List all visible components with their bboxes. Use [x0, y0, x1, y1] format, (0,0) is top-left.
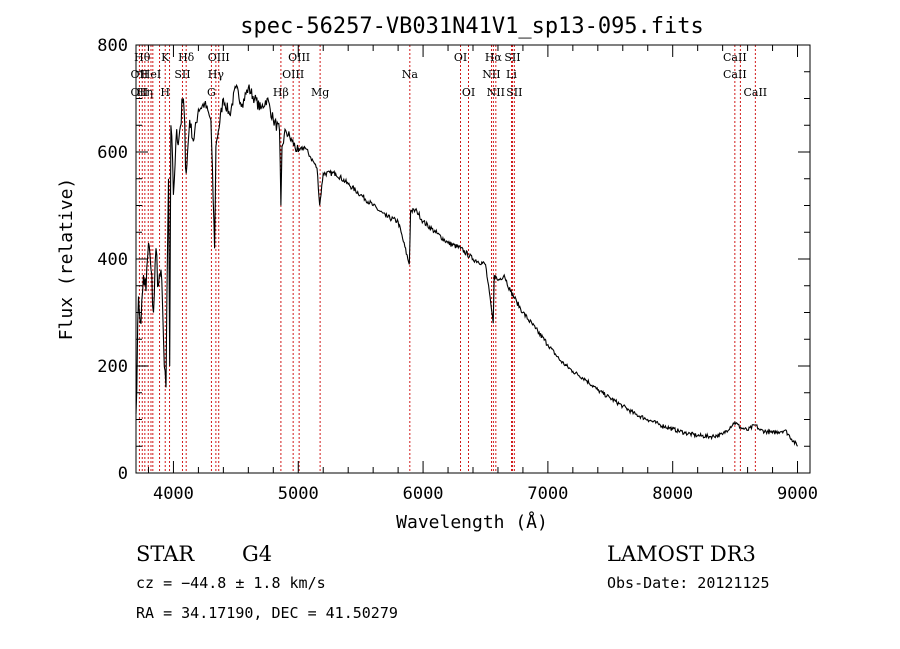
coordinates-text: RA = 34.17190, DEC = 41.50279: [136, 604, 398, 622]
line-label: OI: [462, 86, 475, 99]
line-label: Hα: [485, 51, 503, 64]
line-label: Hθ: [134, 51, 151, 64]
chart-title: spec-56257-VB031N41V1_sp13-095.fits: [240, 14, 704, 39]
line-label: K: [161, 51, 170, 64]
y-tick-label: 600: [97, 143, 128, 163]
line-label: NII: [482, 68, 500, 81]
x-tick-label: 8000: [652, 484, 693, 504]
line-label: SII: [174, 68, 190, 81]
axis-ticks: 4000 5000 6000 7000 8000 9000 0 200 400 600 800: [97, 36, 818, 504]
line-label: OIII: [208, 51, 230, 64]
y-tick-label: 200: [97, 357, 128, 377]
x-tick-label: 6000: [403, 484, 444, 504]
line-label: CaII: [723, 68, 747, 81]
line-label: OII: [131, 86, 149, 99]
line-label: Hγ: [208, 68, 225, 81]
y-tick-label: 400: [97, 250, 128, 270]
line-label: G: [207, 86, 216, 99]
redshift-text: cz = −44.8 ± 1.8 km/s: [136, 574, 326, 592]
emission-line-markers: [138, 45, 756, 473]
x-tick-label: 5000: [278, 484, 319, 504]
line-label: Hβ: [273, 86, 289, 99]
y-tick-label: 0: [118, 464, 128, 484]
line-label: NII: [487, 86, 505, 99]
line-label: OIII: [282, 68, 304, 81]
line-label: SII: [506, 86, 522, 99]
line-label: OII: [131, 68, 149, 81]
subclass-label: G4: [242, 542, 272, 566]
x-tick-label: 4000: [153, 484, 194, 504]
line-label: Mg: [311, 86, 329, 99]
line-label: OIII: [288, 51, 310, 64]
line-label: Hδ: [178, 51, 195, 64]
class-label: STAR: [136, 542, 195, 566]
line-label: SII: [504, 51, 520, 64]
line-label: Hη: [137, 86, 153, 99]
survey-label: LAMOST DR3: [607, 542, 756, 566]
line-label: HeI: [141, 68, 161, 81]
line-label: OI: [454, 51, 467, 64]
line-label: H: [160, 86, 170, 99]
x-tick-label: 7000: [527, 484, 568, 504]
line-label: Li: [506, 68, 517, 81]
line-label: Na: [402, 68, 419, 81]
line-label: CaII: [723, 51, 747, 64]
y-tick-label: 800: [97, 36, 128, 56]
obs-date-text: Obs-Date: 20121125: [607, 574, 770, 592]
line-label: CaII: [743, 86, 767, 99]
flux-series-line: [135, 83, 798, 447]
y-axis-label: Flux (relative): [56, 178, 77, 341]
x-tick-label: 9000: [777, 484, 818, 504]
x-axis-label: Wavelength (Å): [396, 511, 548, 533]
